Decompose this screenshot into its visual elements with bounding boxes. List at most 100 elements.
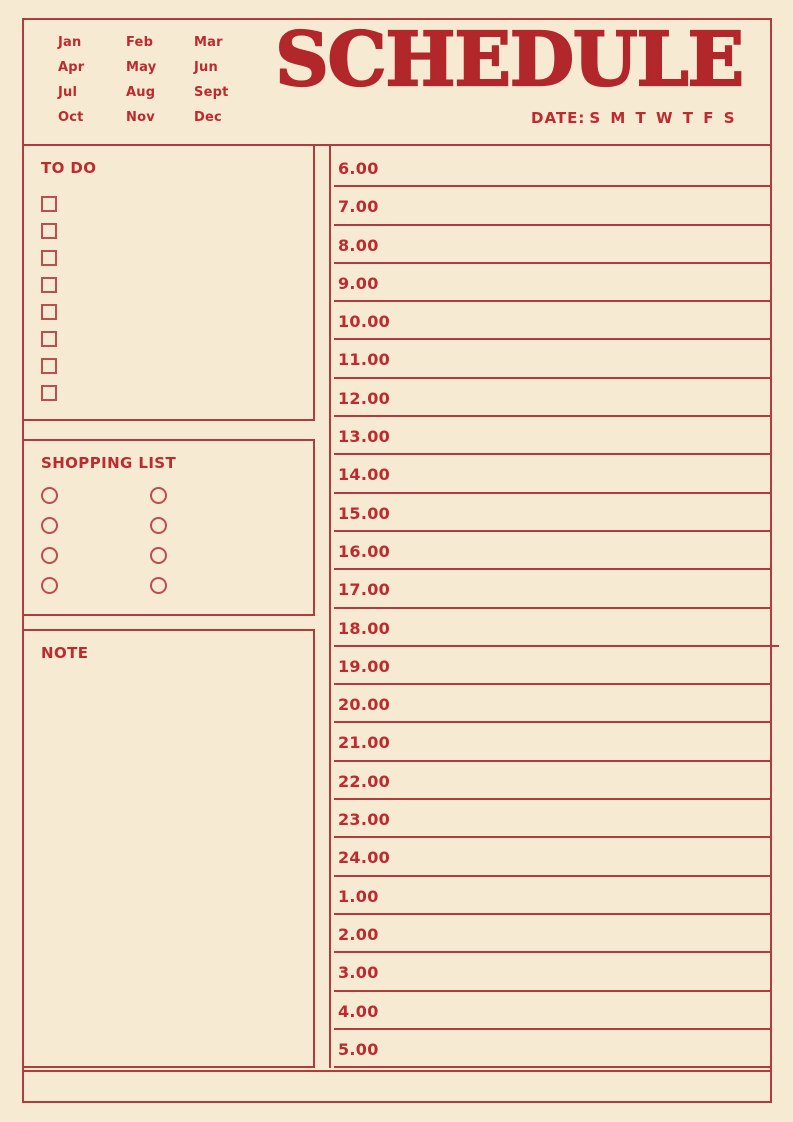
schedule-slot[interactable]: 10.00 <box>334 302 771 341</box>
shopping-circle-columns <box>41 487 313 594</box>
schedule-slot[interactable]: 16.00 <box>334 532 771 571</box>
month-label[interactable]: Sept <box>194 85 229 100</box>
date-row: DATE: S M T W T F S <box>531 109 737 127</box>
month-label[interactable]: Jun <box>194 60 218 75</box>
weekday-initials[interactable]: S M T W T F S <box>589 109 737 127</box>
todo-checkbox[interactable] <box>41 223 57 239</box>
month-label[interactable]: Dec <box>194 110 222 125</box>
time-label: 16.00 <box>338 541 391 561</box>
schedule-slot[interactable]: 3.00 <box>334 953 771 992</box>
month-label[interactable]: Apr <box>58 60 85 75</box>
date-label: DATE: <box>531 109 586 127</box>
header-top-line <box>22 18 772 20</box>
schedule-slot[interactable]: 14.00 <box>334 455 771 494</box>
month-label[interactable]: May <box>126 60 157 75</box>
time-label: 17.00 <box>338 580 391 600</box>
shopping-circle-column-2 <box>150 487 167 594</box>
shopping-section: SHOPPING LIST <box>22 439 315 616</box>
schedule-slot[interactable]: 9.00 <box>334 264 771 303</box>
schedule-slot[interactable]: 17.00 <box>334 570 771 609</box>
schedule-timetable: 6.00 7.00 8.00 9.00 10.00 11.00 12.00 13… <box>334 146 771 1069</box>
schedule-slot[interactable]: 11.00 <box>334 340 771 379</box>
schedule-slot[interactable]: 2.00 <box>334 915 771 954</box>
month-label[interactable]: Oct <box>58 110 84 125</box>
shopping-circle[interactable] <box>41 547 58 564</box>
month-label[interactable]: Nov <box>126 110 155 125</box>
line-overhang-18 <box>769 645 779 647</box>
time-label: 12.00 <box>338 388 391 408</box>
schedule-slot[interactable]: 21.00 <box>334 723 771 762</box>
month-label[interactable]: Aug <box>126 85 156 100</box>
schedule-slot[interactable]: 22.00 <box>334 762 771 801</box>
todo-checkbox[interactable] <box>41 331 57 347</box>
shopping-circle-column-1 <box>41 487 58 594</box>
schedule-slot[interactable]: 1.00 <box>334 877 771 915</box>
time-label: 11.00 <box>338 350 391 370</box>
time-label: 4.00 <box>338 1001 379 1021</box>
time-label: 8.00 <box>338 235 379 255</box>
note-heading: NOTE <box>41 644 89 662</box>
time-label: 7.00 <box>338 197 379 217</box>
time-label: 24.00 <box>338 848 391 868</box>
shopping-circle[interactable] <box>150 547 167 564</box>
schedule-left-line <box>329 144 331 1068</box>
schedule-slot[interactable]: 15.00 <box>334 494 771 532</box>
note-writing-area[interactable] <box>30 661 307 1060</box>
note-section: NOTE <box>22 629 315 1068</box>
month-label[interactable]: Jul <box>58 85 78 100</box>
time-label: 20.00 <box>338 695 391 715</box>
schedule-slot[interactable]: 8.00 <box>334 226 771 264</box>
time-label: 21.00 <box>338 733 391 753</box>
schedule-slot[interactable]: 6.00 <box>334 149 771 188</box>
schedule-slot[interactable]: 4.00 <box>334 992 771 1030</box>
shopping-circle[interactable] <box>41 517 58 534</box>
schedule-slot[interactable]: 24.00 <box>334 838 771 877</box>
todo-heading: TO DO <box>41 159 97 177</box>
schedule-slot[interactable]: 19.00 <box>334 647 771 686</box>
month-label[interactable]: Mar <box>194 35 223 50</box>
schedule-slot[interactable]: 5.00 <box>334 1030 771 1069</box>
footer-writing-bar[interactable] <box>22 1070 772 1103</box>
todo-checkbox[interactable] <box>41 358 57 374</box>
schedule-slot[interactable]: 12.00 <box>334 379 771 418</box>
month-label[interactable]: Jan <box>58 35 82 50</box>
todo-section: TO DO <box>22 144 315 421</box>
time-label: 23.00 <box>338 810 391 830</box>
time-label: 2.00 <box>338 924 379 944</box>
todo-checkbox[interactable] <box>41 250 57 266</box>
todo-checkbox-list <box>41 196 313 401</box>
schedule-slot[interactable]: 20.00 <box>334 685 771 724</box>
month-grid: Jan Feb Mar Apr May Jun Jul Aug Sept Oct Nov Dec <box>58 36 262 124</box>
header-bottom-line <box>22 144 772 146</box>
shopping-circle[interactable] <box>41 487 58 504</box>
time-label: 5.00 <box>338 1039 379 1059</box>
schedule-slot[interactable]: 7.00 <box>334 187 771 226</box>
shopping-circle[interactable] <box>150 517 167 534</box>
schedule-slot[interactable]: 13.00 <box>334 417 771 456</box>
shopping-circle[interactable] <box>150 577 167 594</box>
shopping-heading: SHOPPING LIST <box>41 454 177 472</box>
time-label: 13.00 <box>338 427 391 447</box>
todo-checkbox[interactable] <box>41 196 57 212</box>
time-label: 9.00 <box>338 273 379 293</box>
todo-checkbox[interactable] <box>41 385 57 401</box>
right-border-line <box>770 18 772 1103</box>
todo-checkbox[interactable] <box>41 304 57 320</box>
page-title: SCHEDULE <box>274 17 745 103</box>
time-label: 10.00 <box>338 312 391 332</box>
time-label: 3.00 <box>338 963 379 983</box>
time-label: 6.00 <box>338 159 379 178</box>
schedule-slot[interactable]: 23.00 <box>334 800 771 839</box>
time-label: 18.00 <box>338 618 391 638</box>
month-label[interactable]: Feb <box>126 35 154 50</box>
shopping-circle[interactable] <box>41 577 58 594</box>
time-label: 19.00 <box>338 656 391 676</box>
schedule-slot[interactable]: 18.00 <box>334 609 771 647</box>
todo-checkbox[interactable] <box>41 277 57 293</box>
shopping-circle[interactable] <box>150 487 167 504</box>
time-label: 15.00 <box>338 503 391 523</box>
time-label: 1.00 <box>338 886 379 906</box>
time-label: 14.00 <box>338 465 391 485</box>
time-label: 22.00 <box>338 771 391 791</box>
